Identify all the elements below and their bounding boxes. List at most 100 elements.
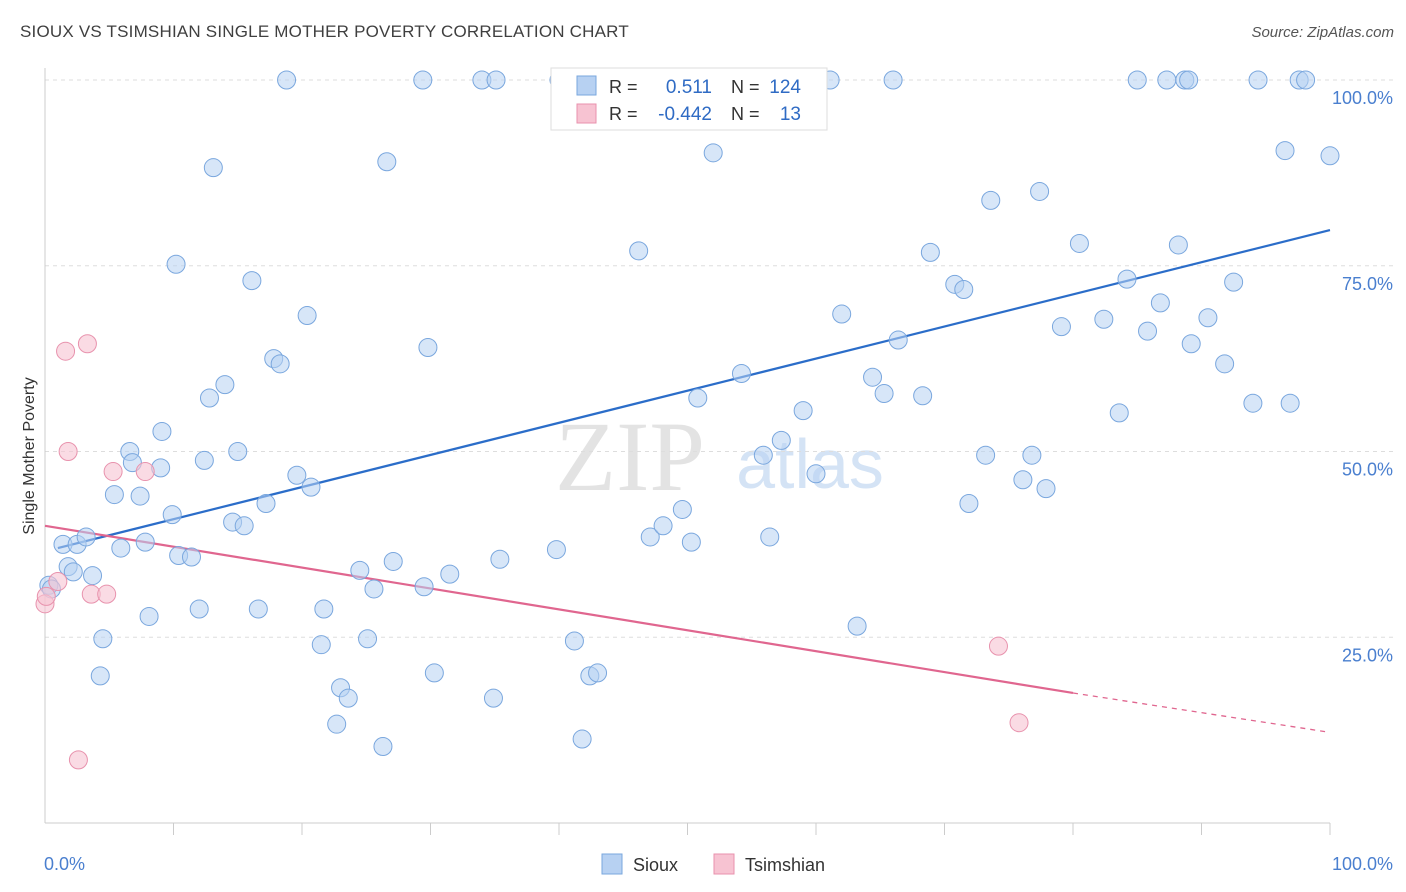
point-sioux-53 xyxy=(414,577,434,597)
point-sioux-97 xyxy=(1036,479,1056,499)
series-legend: Sioux Tsimshian xyxy=(601,853,825,875)
point-tsimshian-8 xyxy=(97,584,117,604)
point-sioux-42 xyxy=(327,714,347,734)
point-sioux-113 xyxy=(1224,272,1244,292)
point-sioux-70 xyxy=(681,532,701,552)
point-sioux-112 xyxy=(1215,354,1235,374)
legend-n-value-sioux: 124 xyxy=(769,77,801,98)
x-tick-label-min: 0.0% xyxy=(44,854,85,874)
point-sioux-101 xyxy=(1109,403,1129,423)
point-sioux-38 xyxy=(297,306,317,326)
y-tick-label-50: 50.0% xyxy=(1342,460,1393,480)
point-sioux-73 xyxy=(731,363,751,383)
point-sioux-106 xyxy=(1157,70,1177,90)
series-legend-label-sioux: Sioux xyxy=(633,855,678,875)
point-sioux-90 xyxy=(954,280,974,300)
source-label: Source: ZipAtlas.com xyxy=(1251,24,1394,41)
point-tsimshian-1 xyxy=(36,586,56,606)
point-sioux-37 xyxy=(287,465,307,485)
point-tsimshian-3 xyxy=(56,341,76,361)
point-sioux-36 xyxy=(277,70,297,90)
point-sioux-109 xyxy=(1179,70,1199,90)
point-sioux-45 xyxy=(350,560,370,580)
point-sioux-65 xyxy=(588,663,608,683)
trend-line-tsimshian xyxy=(44,524,1074,695)
point-sioux-75 xyxy=(760,527,780,547)
point-sioux-87 xyxy=(913,386,933,406)
point-sioux-6 xyxy=(76,527,96,547)
point-sioux-66 xyxy=(629,241,649,261)
legend-r-value-tsimshian: -0.442 xyxy=(658,104,712,125)
point-sioux-105 xyxy=(1150,293,1170,313)
point-sioux-40 xyxy=(311,635,331,655)
legend-r-label-tsimshian: R = xyxy=(609,104,638,124)
point-tsimshian-4 xyxy=(58,442,78,461)
point-sioux-26 xyxy=(199,388,219,408)
y-tick-labels: 25.0% 50.0% 75.0% 100.0% xyxy=(1332,88,1393,665)
point-sioux-71 xyxy=(688,388,708,408)
point-sioux-81 xyxy=(832,304,852,324)
point-sioux-120 xyxy=(1320,146,1340,166)
series-legend-swatch-tsimshian xyxy=(713,853,735,875)
data-points xyxy=(35,70,1340,770)
point-sioux-83 xyxy=(863,367,883,387)
y-tick-label-100: 100.0% xyxy=(1332,88,1393,108)
point-sioux-24 xyxy=(166,254,186,274)
stats-legend: R = 0.511 N = 124 R = -0.442 N = 13 xyxy=(550,67,828,131)
legend-n-label-tsimshian: N = xyxy=(731,104,760,124)
point-sioux-84 xyxy=(874,384,894,404)
point-sioux-19 xyxy=(162,505,182,525)
point-sioux-68 xyxy=(653,516,673,536)
point-sioux-93 xyxy=(981,190,1001,210)
chart-title: SIOUX VS TSIMSHIAN SINGLE MOTHER POVERTY… xyxy=(20,22,629,41)
point-sioux-8 xyxy=(93,629,113,649)
point-sioux-51 xyxy=(413,70,433,90)
point-sioux-91 xyxy=(959,494,979,514)
point-sioux-50 xyxy=(383,551,403,571)
watermark-zip: ZIP xyxy=(555,401,705,512)
point-sioux-29 xyxy=(228,442,248,461)
point-sioux-104 xyxy=(1138,321,1158,341)
point-sioux-54 xyxy=(424,663,444,683)
point-sioux-62 xyxy=(564,631,584,651)
point-sioux-107 xyxy=(1168,235,1188,255)
point-tsimshian-6 xyxy=(77,334,97,354)
legend-r-value-sioux: 0.511 xyxy=(666,77,712,98)
point-sioux-102 xyxy=(1117,269,1137,289)
series-legend-swatch-sioux xyxy=(601,853,623,875)
point-sioux-99 xyxy=(1069,233,1089,253)
legend-r-label-sioux: R = xyxy=(609,77,638,97)
point-sioux-58 xyxy=(483,688,503,708)
point-sioux-110 xyxy=(1181,334,1201,354)
point-sioux-48 xyxy=(373,736,393,756)
y-tick-label-75: 75.0% xyxy=(1342,274,1393,294)
point-sioux-31 xyxy=(242,271,262,291)
point-sioux-95 xyxy=(1022,445,1042,465)
point-sioux-9 xyxy=(90,666,110,686)
point-sioux-14 xyxy=(130,486,150,506)
point-sioux-116 xyxy=(1275,141,1295,161)
x-axis-ticks xyxy=(173,823,1331,835)
point-sioux-117 xyxy=(1280,393,1300,413)
point-sioux-47 xyxy=(364,579,384,599)
y-axis-label: Single Mother Poverty xyxy=(21,377,38,534)
point-sioux-86 xyxy=(888,330,908,350)
point-sioux-44 xyxy=(338,688,358,708)
point-sioux-67 xyxy=(640,527,660,547)
point-sioux-7 xyxy=(83,566,103,586)
legend-n-value-tsimshian: 13 xyxy=(780,104,801,125)
point-sioux-10 xyxy=(104,485,124,505)
point-sioux-114 xyxy=(1243,393,1263,413)
point-sioux-25 xyxy=(203,158,223,178)
point-sioux-32 xyxy=(248,599,268,619)
point-tsimshian-2 xyxy=(48,572,68,592)
point-sioux-115 xyxy=(1248,70,1268,90)
point-sioux-96 xyxy=(1030,181,1050,201)
point-sioux-92 xyxy=(976,445,996,465)
watermark: ZIP atlas xyxy=(555,401,884,512)
grid-lines xyxy=(45,79,1395,638)
point-sioux-78 xyxy=(793,401,813,421)
trend-line-tsimshian-extension xyxy=(1072,692,1331,733)
point-sioux-76 xyxy=(771,430,791,450)
